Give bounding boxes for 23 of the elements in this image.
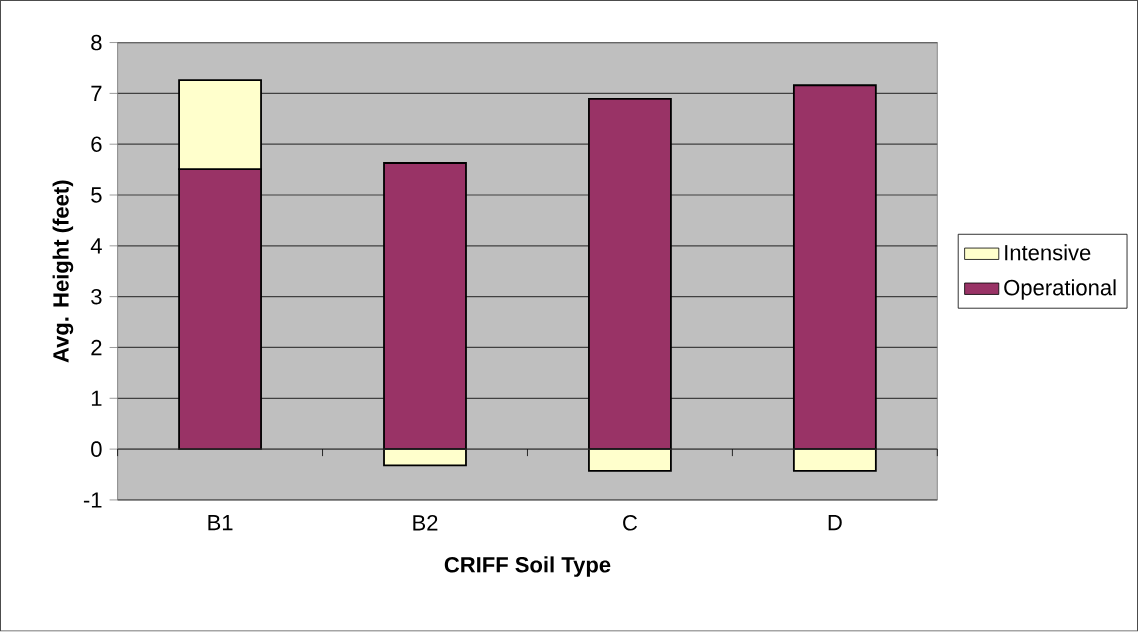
y-tick-label: 0 — [91, 441, 102, 458]
y-tick-label: 6 — [91, 136, 102, 153]
x-tick-label: B2 — [413, 515, 438, 531]
bar — [792, 448, 877, 473]
x-tick-label: D — [828, 515, 842, 531]
x-tick-label: C — [623, 515, 638, 531]
legend-label: Operational — [1004, 279, 1116, 300]
y-tick-label: 4 — [90, 238, 102, 254]
y-tick-label: 2 — [91, 340, 102, 356]
y-axis-title: Avg. Height (feet) — [52, 180, 74, 363]
legend-label: Intensive — [1005, 244, 1091, 261]
x-tick-label: B1 — [208, 515, 233, 531]
bar — [792, 84, 877, 451]
bar — [588, 98, 672, 451]
y-tick-label: -1 — [83, 492, 102, 508]
y-tick-label: 8 — [91, 35, 102, 51]
y-tick-label: 3 — [91, 289, 102, 305]
bar — [588, 448, 672, 473]
bar — [383, 162, 467, 451]
y-tick-label: 7 — [91, 86, 102, 102]
x-axis-title: CRIFF Soil Type — [444, 556, 611, 578]
y-tick-label: 1 — [91, 390, 102, 407]
y-tick-label: 5 — [91, 187, 102, 203]
